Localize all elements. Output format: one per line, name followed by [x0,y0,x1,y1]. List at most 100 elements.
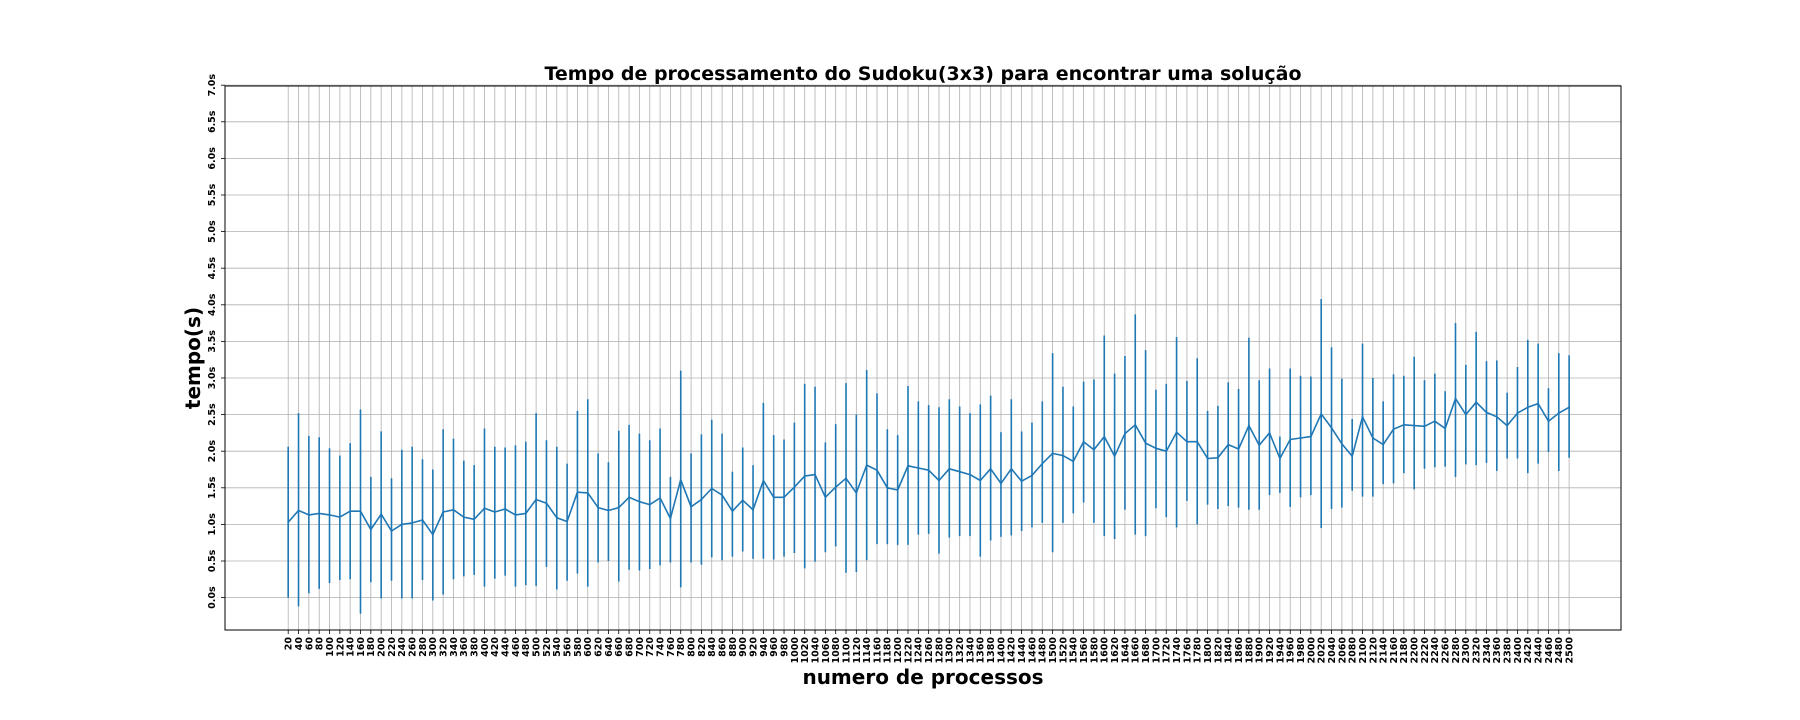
data-point [1227,443,1230,446]
data-point [287,521,290,524]
data-point [483,507,486,510]
x-tick-label: 1140 [862,637,873,664]
data-point [1526,406,1529,409]
x-tick-label: 1220 [903,637,914,664]
data-point [927,469,930,472]
data-point [907,464,909,467]
x-tick-label: 560 [563,637,574,657]
data-point [731,510,734,513]
data-point [535,498,538,501]
x-tick-label: 1200 [893,637,904,664]
x-tick-label: 1880 [1244,637,1255,664]
data-point [1258,444,1261,447]
data-point [1537,402,1540,405]
x-tick-label: 1800 [1203,637,1214,664]
data-point [359,510,362,513]
x-tick-label: 100 [325,637,336,657]
x-tick-label: 1400 [996,637,1007,664]
x-tick-label: 2180 [1399,637,1410,664]
data-point [948,467,951,470]
data-point [338,516,341,518]
data-point [1299,437,1302,439]
x-tick-label: 140 [346,637,357,657]
x-tick-label: 300 [428,637,439,657]
x-tick-label: 2420 [1523,637,1534,664]
x-tick-label: 2500 [1565,637,1576,664]
x-tick-label: 2380 [1503,637,1514,664]
x-tick-label: 1940 [1275,637,1286,664]
data-point [1062,454,1064,457]
data-point [1113,455,1116,458]
x-tick-label: 280 [418,637,429,657]
data-point [597,506,599,509]
data-point [328,513,331,516]
x-tick-label: 260 [408,637,419,657]
data-point [1402,423,1405,426]
data-point [1464,413,1467,416]
y-tick-label: 1.0s [207,513,218,536]
x-tick-label: 1160 [872,637,883,664]
data-point [1206,457,1209,460]
data-point [1340,442,1343,445]
data-point [886,486,889,489]
data-point [1082,440,1085,443]
x-tick-label: 2240 [1430,637,1441,664]
data-point [1444,427,1447,430]
data-point [349,510,352,513]
x-tick-label: 720 [645,637,656,657]
data-point [307,513,310,516]
data-point [793,486,796,488]
data-point [1247,424,1250,427]
data-point [783,496,785,499]
data-point [958,470,961,473]
data-point [442,511,445,513]
data-point [1454,397,1457,400]
x-tick-label: 360 [459,637,470,657]
x-tick-label: 840 [707,637,718,657]
data-point [1165,450,1168,453]
x-tick-label: 120 [335,637,346,657]
x-tick-label: 680 [624,637,635,657]
y-tick-label: 2.0s [207,440,218,463]
data-point [1557,412,1560,415]
data-point [1392,428,1395,431]
data-point [865,464,868,467]
x-tick-label: 1240 [914,637,925,664]
data-point [1051,452,1054,455]
data-point [1309,435,1312,438]
x-tick-label: 660 [614,637,625,657]
data-point [1144,442,1147,445]
data-point [504,508,507,510]
y-tick-label: 4.5s [207,257,218,280]
x-tick-label: 1280 [934,637,945,664]
data-point [1516,412,1519,415]
data-point [679,478,682,481]
data-point [1093,448,1095,451]
x-tick-label: 980 [779,637,790,657]
data-point [1413,424,1416,427]
data-point [524,512,527,515]
x-tick-label: 2120 [1368,637,1379,664]
x-tick-label: 1480 [1038,637,1049,664]
x-tick-label: 2220 [1420,637,1431,664]
x-tick-label: 740 [655,637,666,657]
data-point [566,520,569,523]
data-point [555,516,558,519]
x-tick-label: 60 [304,637,315,651]
x-tick-label: 760 [666,637,677,657]
data-point [1000,482,1002,485]
x-tick-label: 900 [738,637,749,657]
data-point [1361,415,1364,418]
y-tick-label: 5.0s [207,220,218,243]
x-tick-label: 2280 [1451,637,1462,664]
mean-line [287,397,1571,536]
data-point [855,492,858,494]
data-point [1196,440,1199,443]
x-tick-label: 640 [604,637,615,657]
data-point [979,479,982,482]
y-axis-label: tempo(s) [181,307,205,409]
data-point [431,533,434,536]
y-tick-label: 6.0s [207,147,218,170]
x-tick-label: 2200 [1410,637,1421,664]
